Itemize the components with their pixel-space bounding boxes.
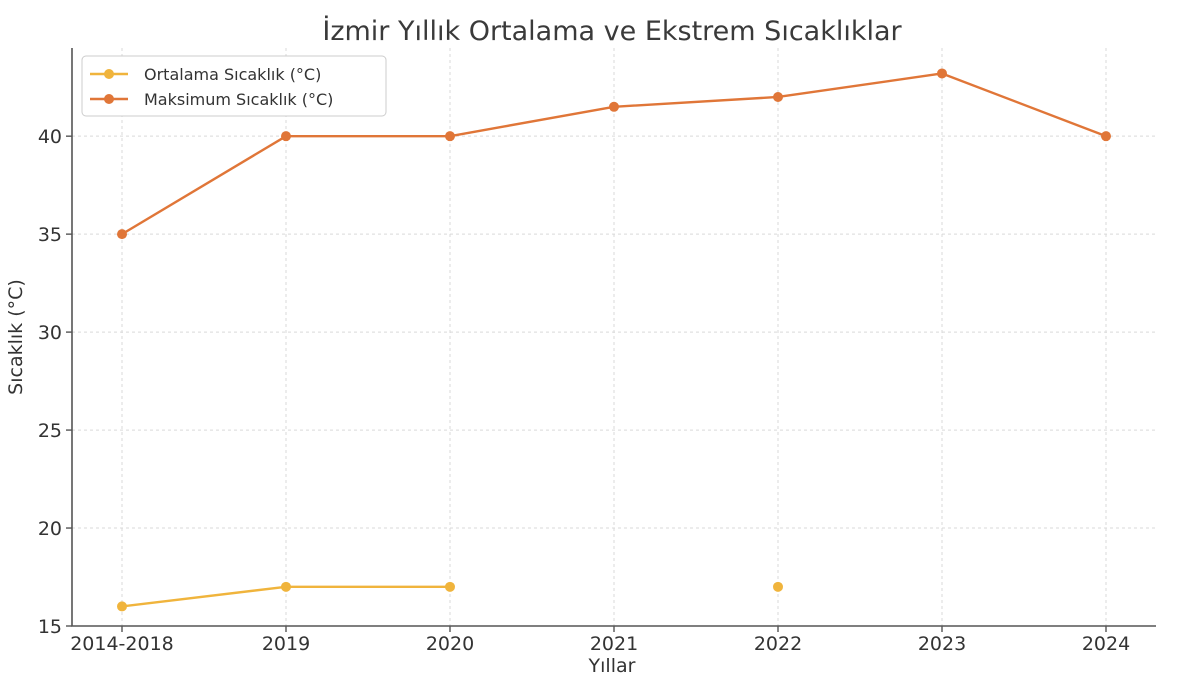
y-axis-label: Sıcaklık (°C) bbox=[5, 279, 27, 395]
legend-swatch-marker bbox=[104, 94, 114, 104]
data-point bbox=[937, 68, 947, 79]
y-axis-ticks: 15 20 25 30 35 40 bbox=[38, 126, 72, 638]
legend-label: Maksimum Sıcaklık (°C) bbox=[144, 90, 333, 109]
y-tick-label: 20 bbox=[38, 518, 62, 540]
data-point bbox=[281, 581, 291, 592]
x-axis-label: Yıllar bbox=[588, 655, 636, 675]
x-tick-label: 2019 bbox=[262, 633, 310, 655]
legend: Ortalama Sıcaklık (°C) Maksimum Sıcaklık … bbox=[81, 55, 387, 117]
x-tick-label: 2014-2018 bbox=[70, 633, 174, 655]
x-tick-label: 2020 bbox=[426, 633, 474, 655]
data-point bbox=[445, 131, 455, 142]
data-point bbox=[1101, 131, 1111, 142]
data-point bbox=[117, 229, 127, 240]
y-tick-label: 40 bbox=[38, 126, 62, 148]
x-tick-label: 2023 bbox=[918, 633, 966, 655]
chart-title: İzmir Yıllık Ortalama ve Ekstrem Sıcaklı… bbox=[322, 15, 902, 47]
data-point bbox=[445, 581, 455, 592]
y-tick-label: 35 bbox=[38, 224, 62, 246]
x-tick-label: 2022 bbox=[754, 633, 802, 655]
y-tick-label: 15 bbox=[38, 616, 62, 638]
series-1 bbox=[117, 581, 783, 612]
x-tick-label: 2024 bbox=[1082, 633, 1130, 655]
x-tick-label: 2021 bbox=[590, 633, 638, 655]
data-point bbox=[773, 581, 783, 592]
y-tick-label: 25 bbox=[38, 420, 62, 442]
data-point bbox=[773, 91, 783, 102]
y-tick-label: 30 bbox=[38, 322, 62, 344]
data-point bbox=[609, 101, 619, 112]
legend-swatch-marker bbox=[104, 69, 114, 79]
legend-box bbox=[81, 55, 387, 117]
data-point bbox=[117, 601, 127, 612]
legend-label: Ortalama Sıcaklık (°C) bbox=[144, 65, 321, 84]
series-2 bbox=[117, 68, 1111, 240]
series-layer bbox=[117, 68, 1111, 612]
x-axis-ticks: 2014-2018 2019 2020 2021 2022 2023 2024 bbox=[70, 626, 1130, 655]
grid bbox=[72, 48, 1156, 627]
data-point bbox=[281, 131, 291, 142]
